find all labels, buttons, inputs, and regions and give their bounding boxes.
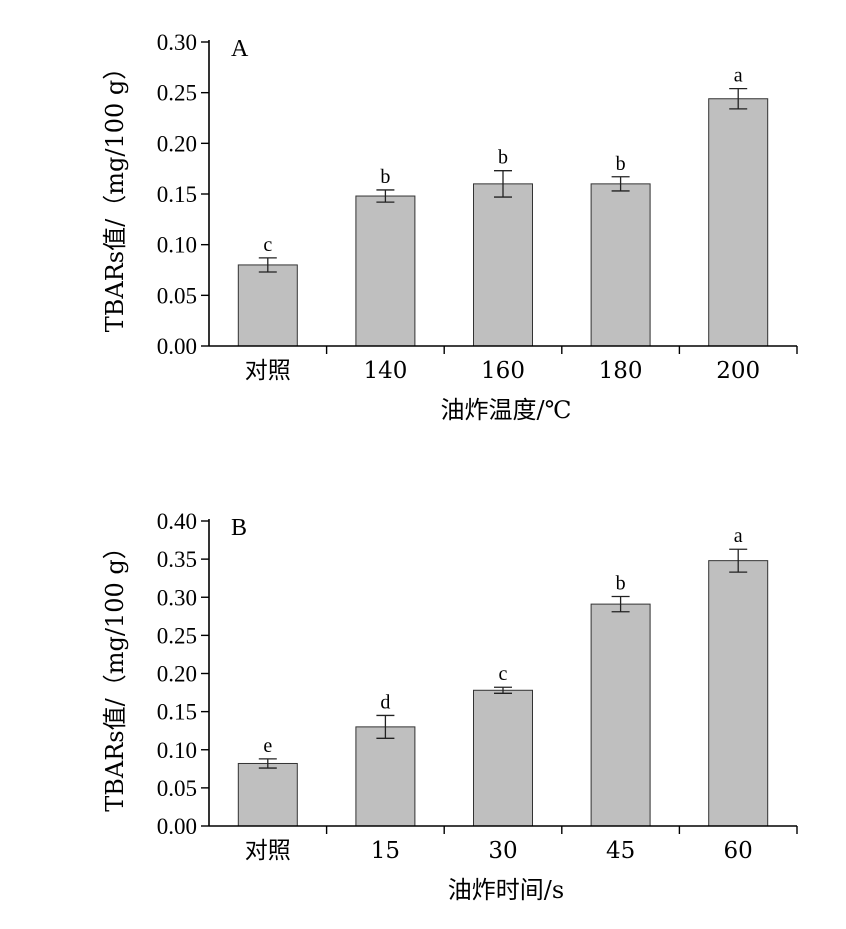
significance-label-0: e [263,735,272,757]
y-tick-label-1: 0.05 [157,776,197,801]
chart-panel-a: c b b b a 0.00 0.05 0.10 0.15 0.20 0.25 0.30 对照 140 16… [101,30,798,424]
bar-0 [237,762,298,827]
x-tick-label-1: 140 [363,358,407,384]
y-tick-label-4: 0.20 [157,131,197,156]
y-tick-label-8: 0.40 [157,509,197,534]
y-tick-label-6: 0.30 [157,30,197,55]
y-axis-title: TBARs值/（mg/100 g） [101,535,129,811]
y-tick-label-6: 0.30 [157,585,197,610]
error-bar-2 [494,170,512,198]
y-tick-label-2: 0.10 [157,233,197,258]
x-tick-label-4: 60 [724,838,753,864]
panel-label: B [231,515,247,541]
x-axis-title: 油炸时间/s [448,876,564,904]
significance-label-3: b [616,572,626,594]
error-bar-2 [494,686,512,694]
significance-label-4: a [734,65,743,87]
y-tick-label-2: 0.10 [157,738,197,763]
x-tick-label-3: 180 [599,358,643,384]
bar-3 [590,603,651,827]
bar-0 [237,264,298,347]
significance-label-2: c [499,663,508,685]
error-bar-4 [729,548,748,573]
significance-label-2: b [498,147,508,169]
significance-label-0: c [263,234,272,256]
y-tick-label-1: 0.05 [157,283,197,308]
y-axis-title: TBARs值/（mg/100 g） [101,56,129,332]
x-tick-label-0: 对照 [245,838,291,864]
error-bar-1 [376,189,395,203]
error-bar-0 [258,758,277,769]
error-bar-3 [611,595,630,613]
x-tick-label-1: 15 [371,838,400,864]
error-bar-1 [376,714,395,739]
y-tick-label-5: 0.25 [157,81,197,106]
y-tick-label-7: 0.35 [157,547,197,572]
y-tick-label-4: 0.20 [157,662,197,687]
chart-panel-b: e d c b a 0.00 0.05 0.10 0.15 0.20 0.25 0.30 0.35 0.4… [101,509,798,904]
bar-3 [590,183,651,347]
y-tick-label-0: 0.00 [157,334,197,359]
y-tick-label-0: 0.00 [157,814,197,839]
x-tick-label-2: 160 [481,358,525,384]
bar-1 [355,726,416,827]
bar-2 [473,689,533,827]
y-tick-label-3: 0.15 [157,700,197,725]
significance-label-1: b [380,166,390,188]
significance-label-4: a [734,525,743,547]
x-tick-label-0: 对照 [245,358,291,384]
bar-4 [708,560,769,827]
panel-label: A [231,36,249,62]
y-tick-label-3: 0.15 [157,182,197,207]
bar-2 [473,183,533,347]
error-bar-4 [729,87,748,110]
significance-label-3: b [616,153,626,175]
y-tick-label-5: 0.25 [157,623,197,648]
x-tick-label-3: 45 [606,838,635,864]
error-bar-3 [611,176,630,192]
bar-4 [708,98,769,347]
x-tick-label-4: 200 [716,358,760,384]
x-axis-title: 油炸温度/℃ [441,396,572,424]
bar-1 [355,195,416,347]
significance-label-1: d [380,691,390,713]
x-tick-label-2: 30 [488,838,517,864]
error-bar-0 [258,257,277,273]
